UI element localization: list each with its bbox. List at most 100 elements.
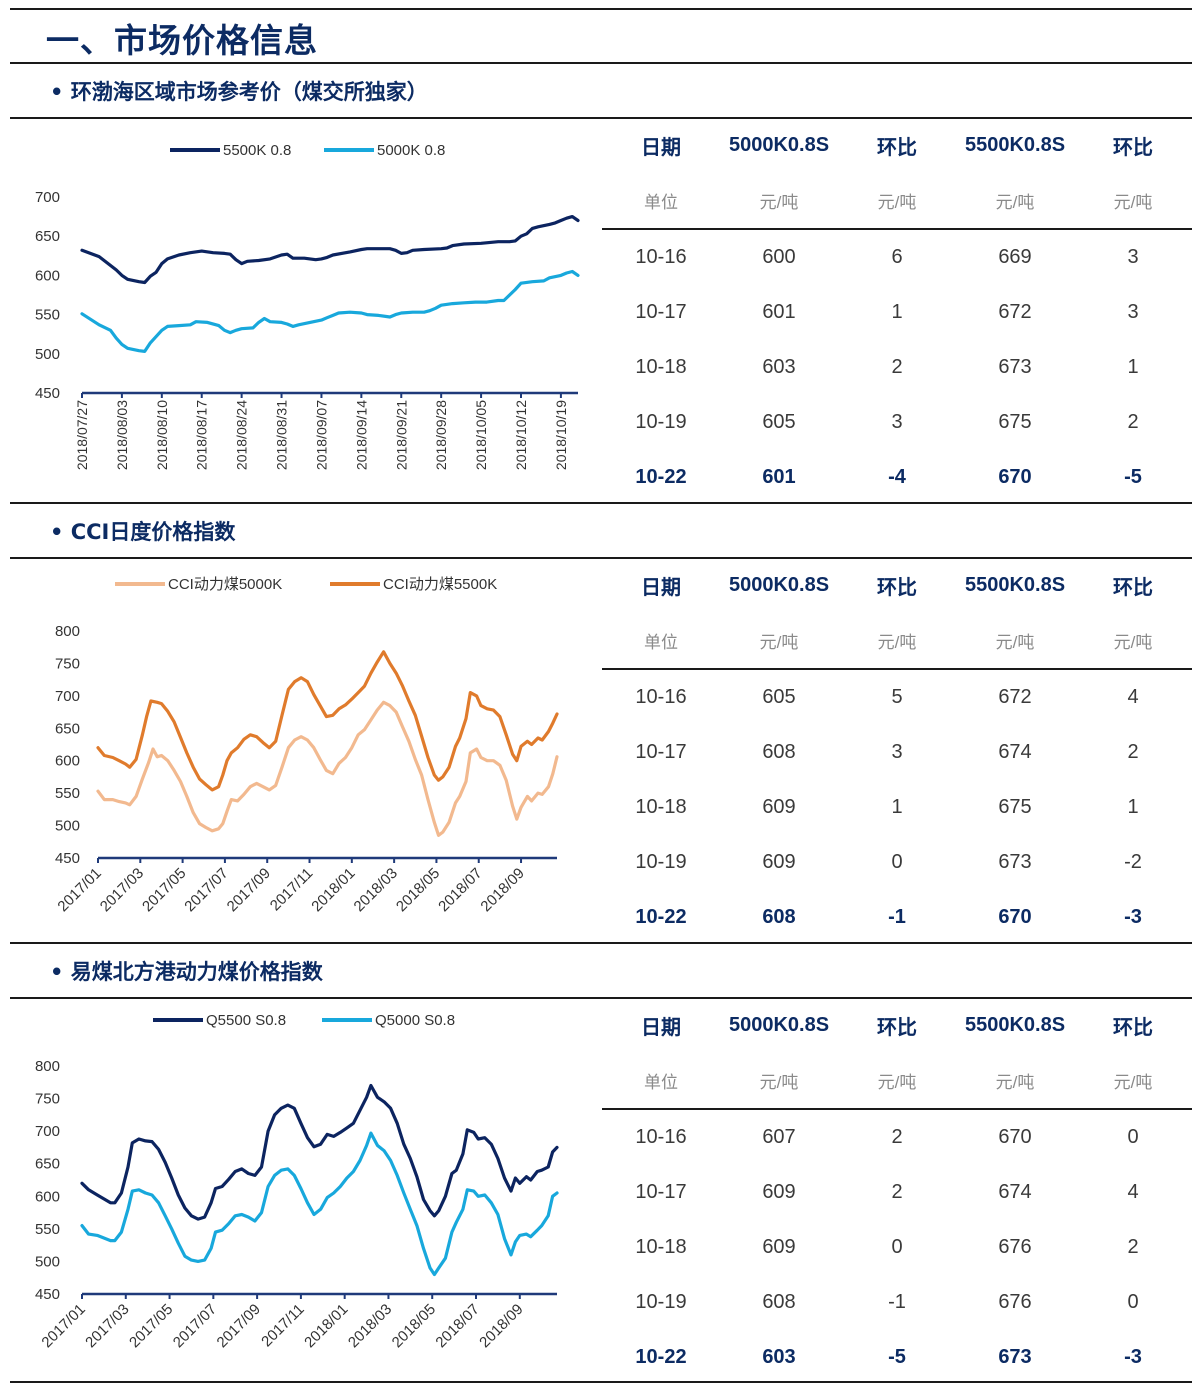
table-cell: -3	[1124, 906, 1142, 928]
table-cell: 10-22	[635, 466, 687, 488]
x-tick-label: 2017/07	[181, 865, 231, 915]
table-cell: 2	[1127, 411, 1139, 433]
series-line	[96, 650, 559, 792]
chart-yimei: Q5500 S0.8 Q5000 S0.8 450 500 550 600 650 700 75…	[35, 1012, 559, 1351]
x-tick-label: 2017/03	[97, 865, 147, 915]
divider	[10, 1381, 1192, 1383]
table-cell: 608	[762, 1291, 796, 1313]
table-cell: 675	[998, 796, 1032, 818]
col-header-date: 日期	[641, 1017, 681, 1039]
unit-label: 元/吨	[1074, 1053, 1192, 1110]
table-cell: 0	[891, 851, 903, 873]
table-cell: 10-19	[635, 1291, 687, 1313]
table-cell: 1	[891, 796, 903, 818]
price-table-yimei: 日期 5000K0.8S 环比 5500K0.8S 环比 单位 元/吨 元/吨 …	[602, 998, 1192, 1385]
y-tick-label: 600	[35, 267, 60, 284]
unit-label: 元/吨	[720, 613, 838, 670]
table-cell: 0	[891, 1236, 903, 1258]
table-cell: 10-16	[635, 246, 687, 268]
table-cell: 674	[998, 741, 1032, 763]
table-cell: 10-16	[635, 686, 687, 708]
col-header-change: 环比	[1113, 137, 1153, 159]
col-header-change: 环比	[1113, 577, 1153, 599]
table-cell: 608	[762, 741, 796, 763]
legend-label: CCI动力煤5500K	[383, 576, 497, 593]
legend-label: Q5500 S0.8	[206, 1012, 286, 1029]
table-cell: 600	[762, 246, 796, 268]
section-title: • 易煤北方港动力煤价格指数	[50, 960, 323, 984]
table-cell: 6	[891, 246, 903, 268]
y-tick-label: 650	[55, 720, 80, 737]
table-cell: 673	[998, 356, 1032, 378]
unit-label: 元/吨	[1074, 613, 1192, 670]
x-tick-label: 2018/08/17	[194, 400, 210, 470]
table-cell: 670	[998, 466, 1032, 488]
table-cell: 673	[998, 851, 1032, 873]
x-tick-label: 2018/07	[435, 865, 485, 915]
y-tick-label: 800	[55, 623, 80, 640]
table-cell: -3	[1124, 1346, 1142, 1368]
x-tick-label: 2017/01	[54, 865, 104, 915]
unit-label: 元/吨	[956, 173, 1074, 230]
col-header-5500k: 5500K0.8S	[964, 574, 1066, 596]
divider	[10, 997, 1192, 999]
y-tick-label: 750	[35, 1091, 60, 1108]
table-cell: 10-17	[635, 301, 687, 323]
series-line	[80, 269, 580, 353]
section-title: • CCI日度价格指数	[50, 520, 236, 544]
y-tick-label: 600	[55, 753, 80, 770]
x-tick-label: 2018/09	[477, 865, 527, 915]
x-tick-label: 2017/05	[139, 865, 189, 915]
table-cell: 675	[998, 411, 1032, 433]
table-cell: 10-18	[635, 356, 687, 378]
unit-label: 元/吨	[838, 613, 956, 670]
table-cell: 10-22	[635, 1346, 687, 1368]
x-tick-label: 2018/10/12	[513, 400, 529, 470]
y-tick-label: 550	[55, 785, 80, 802]
table-cell: 1	[1127, 356, 1139, 378]
col-header-change: 环比	[1113, 1017, 1153, 1039]
series-line	[80, 1083, 559, 1221]
col-header-change: 环比	[877, 1017, 917, 1039]
series-line	[96, 700, 559, 837]
y-tick-label: 650	[35, 228, 60, 245]
unit-label: 元/吨	[720, 1053, 838, 1110]
table-cell: 10-19	[635, 411, 687, 433]
y-tick-label: 800	[35, 1058, 60, 1075]
y-tick-label: 600	[35, 1188, 60, 1205]
table-cell: 2	[1127, 741, 1139, 763]
page-title: 一、市场价格信息	[46, 21, 318, 60]
x-tick-label: 2018/08/03	[114, 400, 130, 470]
series-line	[80, 214, 580, 285]
table-cell: 2	[891, 1126, 903, 1148]
table-cell: 2	[891, 356, 903, 378]
x-tick-label: 2017/03	[82, 1301, 132, 1351]
unit-label: 元/吨	[956, 613, 1074, 670]
col-header-date: 日期	[641, 577, 681, 599]
table-cell: 609	[762, 796, 796, 818]
table-cell: 673	[998, 1346, 1032, 1368]
table-cell: 601	[762, 301, 796, 323]
x-tick-label: 2018/08/24	[234, 400, 250, 470]
table-cell: 10-18	[635, 1236, 687, 1258]
y-tick-label: 650	[35, 1156, 60, 1173]
legend-label: 5000K 0.8	[377, 142, 445, 159]
unit-label: 元/吨	[720, 173, 838, 230]
y-tick-label: 500	[35, 346, 60, 363]
table-cell: 603	[762, 356, 796, 378]
unit-label: 单位	[602, 613, 720, 670]
legend-label: 5500K 0.8	[223, 142, 291, 159]
chart-huanbohai: 5500K 0.8 5000K 0.8 450 500 550 600 650 700 2018…	[35, 142, 580, 470]
price-table-huanbohai: 日期 5000K0.8S 环比 5500K0.8S 环比 单位 元/吨 元/吨 …	[602, 118, 1192, 505]
legend-label: CCI动力煤5000K	[168, 576, 282, 593]
x-tick-label: 2017/01	[38, 1301, 88, 1351]
table-cell: 674	[998, 1181, 1032, 1203]
y-tick-label: 550	[35, 307, 60, 324]
table-cell: -5	[888, 1346, 906, 1368]
y-tick-label: 700	[35, 1123, 60, 1140]
col-header-5500k: 5500K0.8S	[964, 1014, 1066, 1036]
col-header-5500k: 5500K0.8S	[964, 134, 1066, 156]
col-header-5000k: 5000K0.8S	[728, 134, 830, 156]
divider	[10, 557, 1192, 559]
table-cell: 669	[998, 246, 1032, 268]
